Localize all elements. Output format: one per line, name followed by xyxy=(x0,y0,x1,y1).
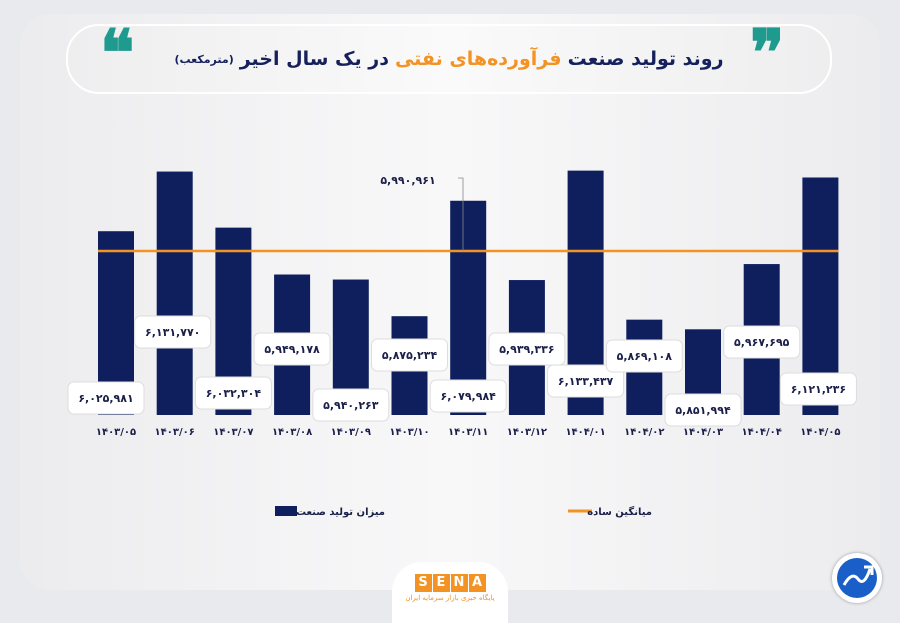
value-label: ۵,۸۶۹,۱۰۸ xyxy=(617,350,673,363)
value-label-box xyxy=(605,339,683,373)
title-part2: در یک سال اخیر xyxy=(239,48,389,70)
title-unit: (مترمکعب) xyxy=(174,52,234,66)
x-tick-label: ۱۴۰۳/۰۶ xyxy=(155,427,195,438)
value-label-box xyxy=(67,381,145,415)
value-label-box xyxy=(312,388,390,422)
value-label-box xyxy=(134,315,212,349)
bar xyxy=(450,200,487,415)
logo-letter: N xyxy=(450,574,468,592)
x-tick-label: ۱۴۰۳/۰۹ xyxy=(331,427,371,438)
value-label: ۵,۹۳۹,۳۳۶ xyxy=(499,343,554,356)
chart-title: روند تولید صنعت فرآورده‌های نفتی در یک س… xyxy=(66,24,832,94)
legend-bar-label: میزان تولید صنعت xyxy=(296,507,385,518)
logo-tab xyxy=(392,562,508,623)
value-label-box xyxy=(664,393,742,427)
x-tick-label: ۱۴۰۴/۰۳ xyxy=(683,427,723,438)
x-tick-label: ۱۴۰۳/۱۱ xyxy=(448,427,488,438)
quote-close-icon: ❝ xyxy=(100,16,135,91)
value-label-box xyxy=(723,325,801,359)
x-tick-label: ۱۴۰۳/۰۸ xyxy=(272,427,312,438)
average-value-label: ۵,۹۹۰,۹۶۱ xyxy=(380,174,435,187)
value-label: ۶,۱۳۱,۷۷۰ xyxy=(145,326,200,339)
title-part1: روند تولید صنعت xyxy=(567,48,724,70)
value-label: ۶,۰۷۹,۹۸۴ xyxy=(441,390,497,403)
logo-subtitle: پایگاه خبری بازار سرمایه ایران xyxy=(405,594,495,602)
x-tick-label: ۱۴۰۳/۱۰ xyxy=(389,427,429,438)
x-tick-label: ۱۴۰۴/۰۵ xyxy=(800,427,840,438)
x-tick-label: ۱۴۰۳/۰۵ xyxy=(96,427,136,438)
title-highlight: فرآورده‌های نفتی xyxy=(394,48,562,70)
value-label: ۶,۱۳۳,۴۳۷ xyxy=(558,375,614,388)
value-label-box xyxy=(253,332,331,366)
value-label-box xyxy=(429,379,507,413)
x-tick-label: ۱۴۰۴/۰۱ xyxy=(565,427,605,438)
trend-badge-icon xyxy=(832,553,882,603)
quote-open-icon: ❞ xyxy=(750,16,785,91)
value-label: ۵,۸۷۵,۲۳۴ xyxy=(382,349,438,362)
average-leader-line xyxy=(458,177,464,251)
logo-letter: A xyxy=(468,574,486,592)
x-tick-label: ۱۴۰۴/۰۴ xyxy=(742,427,782,438)
x-tick-label: ۱۴۰۳/۰۷ xyxy=(213,427,253,438)
value-label: ۶,۰۲۵,۹۸۱ xyxy=(78,392,133,405)
value-label-box xyxy=(488,332,566,366)
value-label: ۶,۱۲۱,۲۳۶ xyxy=(791,383,846,396)
value-label-box xyxy=(194,376,272,410)
value-label-box xyxy=(371,338,448,372)
legend-line-label: میانگین ساده xyxy=(587,505,652,518)
value-label: ۵,۹۴۰,۲۶۳ xyxy=(323,399,379,412)
x-tick-label: ۱۴۰۴/۰۲ xyxy=(624,427,664,438)
bar xyxy=(156,171,193,415)
logo-letter: E xyxy=(432,574,450,592)
value-label: ۶,۰۳۲,۳۰۴ xyxy=(206,387,262,400)
value-label: ۵,۹۶۷,۶۹۵ xyxy=(734,336,790,349)
logo-letter: S xyxy=(414,574,432,592)
value-label-box xyxy=(547,364,625,398)
legend-bar-swatch xyxy=(275,506,297,516)
x-tick-label: ۱۴۰۳/۱۲ xyxy=(507,427,547,438)
value-label-box xyxy=(779,372,857,406)
value-label: ۵,۸۵۱,۹۹۴ xyxy=(675,404,731,417)
value-label: ۵,۹۴۹,۱۷۸ xyxy=(264,343,320,356)
